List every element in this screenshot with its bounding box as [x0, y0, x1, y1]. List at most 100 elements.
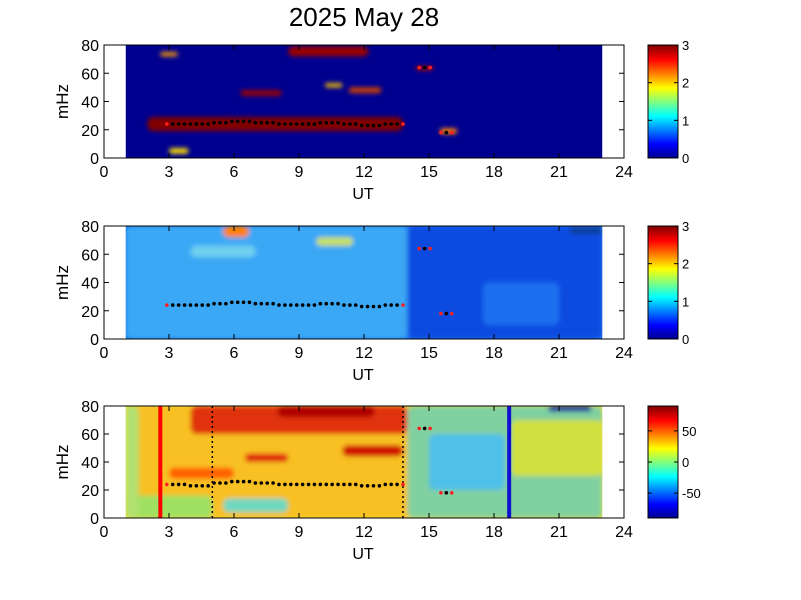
x-tick-label: 12: [355, 524, 373, 541]
marker-point: [259, 481, 264, 485]
heatmap: [125, 226, 603, 339]
marker-point: [283, 122, 287, 126]
heatmap-blob: [511, 420, 603, 476]
marker-point: [224, 120, 228, 125]
y-tick-label: 80: [81, 399, 99, 416]
x-tick-label: 3: [165, 345, 174, 362]
heatmap-blob: [125, 226, 408, 339]
marker-point: [218, 120, 222, 125]
marker-point: [428, 426, 432, 431]
marker-point: [241, 479, 246, 484]
marker-point: [318, 120, 323, 125]
marker-point: [194, 122, 199, 126]
marker-point: [212, 481, 216, 485]
heatmap-blob: [147, 117, 403, 132]
marker-point: [200, 122, 205, 126]
colorbar-gradient: [647, 44, 679, 159]
frequency-markers: [165, 246, 454, 316]
x-tick-label: 12: [355, 164, 373, 181]
marker-point: [312, 303, 317, 307]
heatmap-background: [125, 45, 603, 158]
heatmap-blobs: [125, 226, 603, 339]
y-tick-label: 0: [90, 151, 99, 168]
marker-point: [348, 303, 352, 307]
x-tick-label: 18: [485, 524, 503, 541]
marker-point: [428, 246, 432, 251]
marker-point: [353, 482, 358, 487]
x-tick-label: 0: [100, 164, 109, 181]
heatmap-blob: [244, 453, 289, 462]
marker-point: [342, 303, 346, 307]
colorbar: 50 0 -50: [647, 405, 701, 519]
marker-point: [294, 303, 299, 307]
x-tick-label: 9: [295, 164, 304, 181]
marker-point: [176, 482, 181, 487]
y-tick-label: 60: [81, 247, 99, 264]
marker-point: [289, 122, 293, 126]
marker-point: [182, 482, 187, 487]
colorbar-tick-label: 1: [682, 113, 689, 128]
marker-point: [206, 122, 210, 126]
marker-point: [377, 123, 382, 128]
marker-point: [348, 482, 352, 487]
heatmap-blob: [277, 406, 375, 418]
x-tick-label: 9: [295, 345, 304, 362]
marker-point: [188, 303, 193, 307]
y-tick-label: 80: [81, 219, 99, 236]
marker-point: [318, 301, 323, 306]
marker-point: [422, 246, 427, 251]
y-tick-label: 80: [81, 38, 99, 55]
x-axis-label: UT: [352, 186, 374, 203]
chart-title: 2025 May 28: [288, 2, 440, 32]
marker-point: [330, 301, 334, 306]
colorbar-tick-label: 3: [682, 219, 689, 234]
x-tick-label: 6: [230, 164, 239, 181]
colorbar-gradient: [647, 405, 679, 519]
marker-point: [182, 122, 187, 126]
marker-point: [170, 482, 175, 487]
x-tick-label: 15: [420, 345, 438, 362]
marker-point: [395, 482, 399, 487]
marker-point: [212, 301, 216, 306]
marker-point: [449, 491, 454, 495]
marker-point: [383, 482, 388, 487]
x-tick-label: 18: [485, 164, 503, 181]
marker-point: [206, 303, 210, 307]
heatmap-blob: [429, 434, 505, 490]
marker-point: [283, 303, 287, 307]
colorbar-tick-label: 50: [682, 424, 696, 439]
heatmap-blob: [240, 90, 282, 96]
heatmap-blob: [190, 245, 256, 258]
heatmap-blob: [160, 52, 178, 57]
marker-point: [218, 481, 222, 485]
marker-point: [241, 300, 246, 305]
marker-point: [306, 303, 311, 307]
marker-point: [247, 479, 252, 484]
marker-point: [389, 482, 393, 487]
marker-point: [377, 304, 382, 309]
marker-point: [300, 303, 305, 307]
y-tick-label: 60: [81, 66, 99, 83]
marker-point: [170, 303, 175, 307]
marker-point: [422, 426, 427, 431]
marker-point: [371, 123, 376, 128]
marker-point: [359, 123, 364, 128]
y-axis-label: mHz: [53, 445, 72, 480]
marker-point: [176, 122, 181, 126]
marker-point: [312, 482, 317, 487]
y-axis-label: mHz: [53, 84, 72, 119]
heatmap-blob: [223, 498, 289, 513]
marker-point: [188, 484, 193, 488]
x-tick-label: 0: [100, 345, 109, 362]
marker-point: [165, 303, 169, 307]
x-tick-label: 24: [615, 345, 633, 362]
marker-point: [300, 482, 305, 487]
marker-point: [194, 484, 199, 488]
marker-point: [271, 301, 275, 306]
marker-point: [353, 303, 358, 307]
marker-point: [200, 303, 205, 307]
heatmap-blob: [125, 495, 213, 518]
panel-3: 0 3 6 9 12 15 18 21 24 0 20 40 60 80 UT mHz 50 0 -50: [53, 399, 701, 563]
